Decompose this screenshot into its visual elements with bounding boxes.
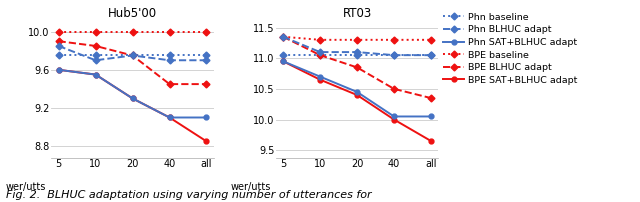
Text: Fig. 2.  BLHUC adaptation using varying number of utterances for: Fig. 2. BLHUC adaptation using varying n… <box>6 190 372 200</box>
Text: wer/utts: wer/utts <box>6 182 46 192</box>
Legend: Phn baseline, Phn BLHUC adapt, Phn SAT+BLHUC adapt, BPE baseline, BPE BLHUC adap: Phn baseline, Phn BLHUC adapt, Phn SAT+B… <box>443 13 577 85</box>
Title: RT03: RT03 <box>342 7 372 20</box>
Title: Hub5'00: Hub5'00 <box>108 7 157 20</box>
Text: wer/utts: wer/utts <box>230 182 271 192</box>
